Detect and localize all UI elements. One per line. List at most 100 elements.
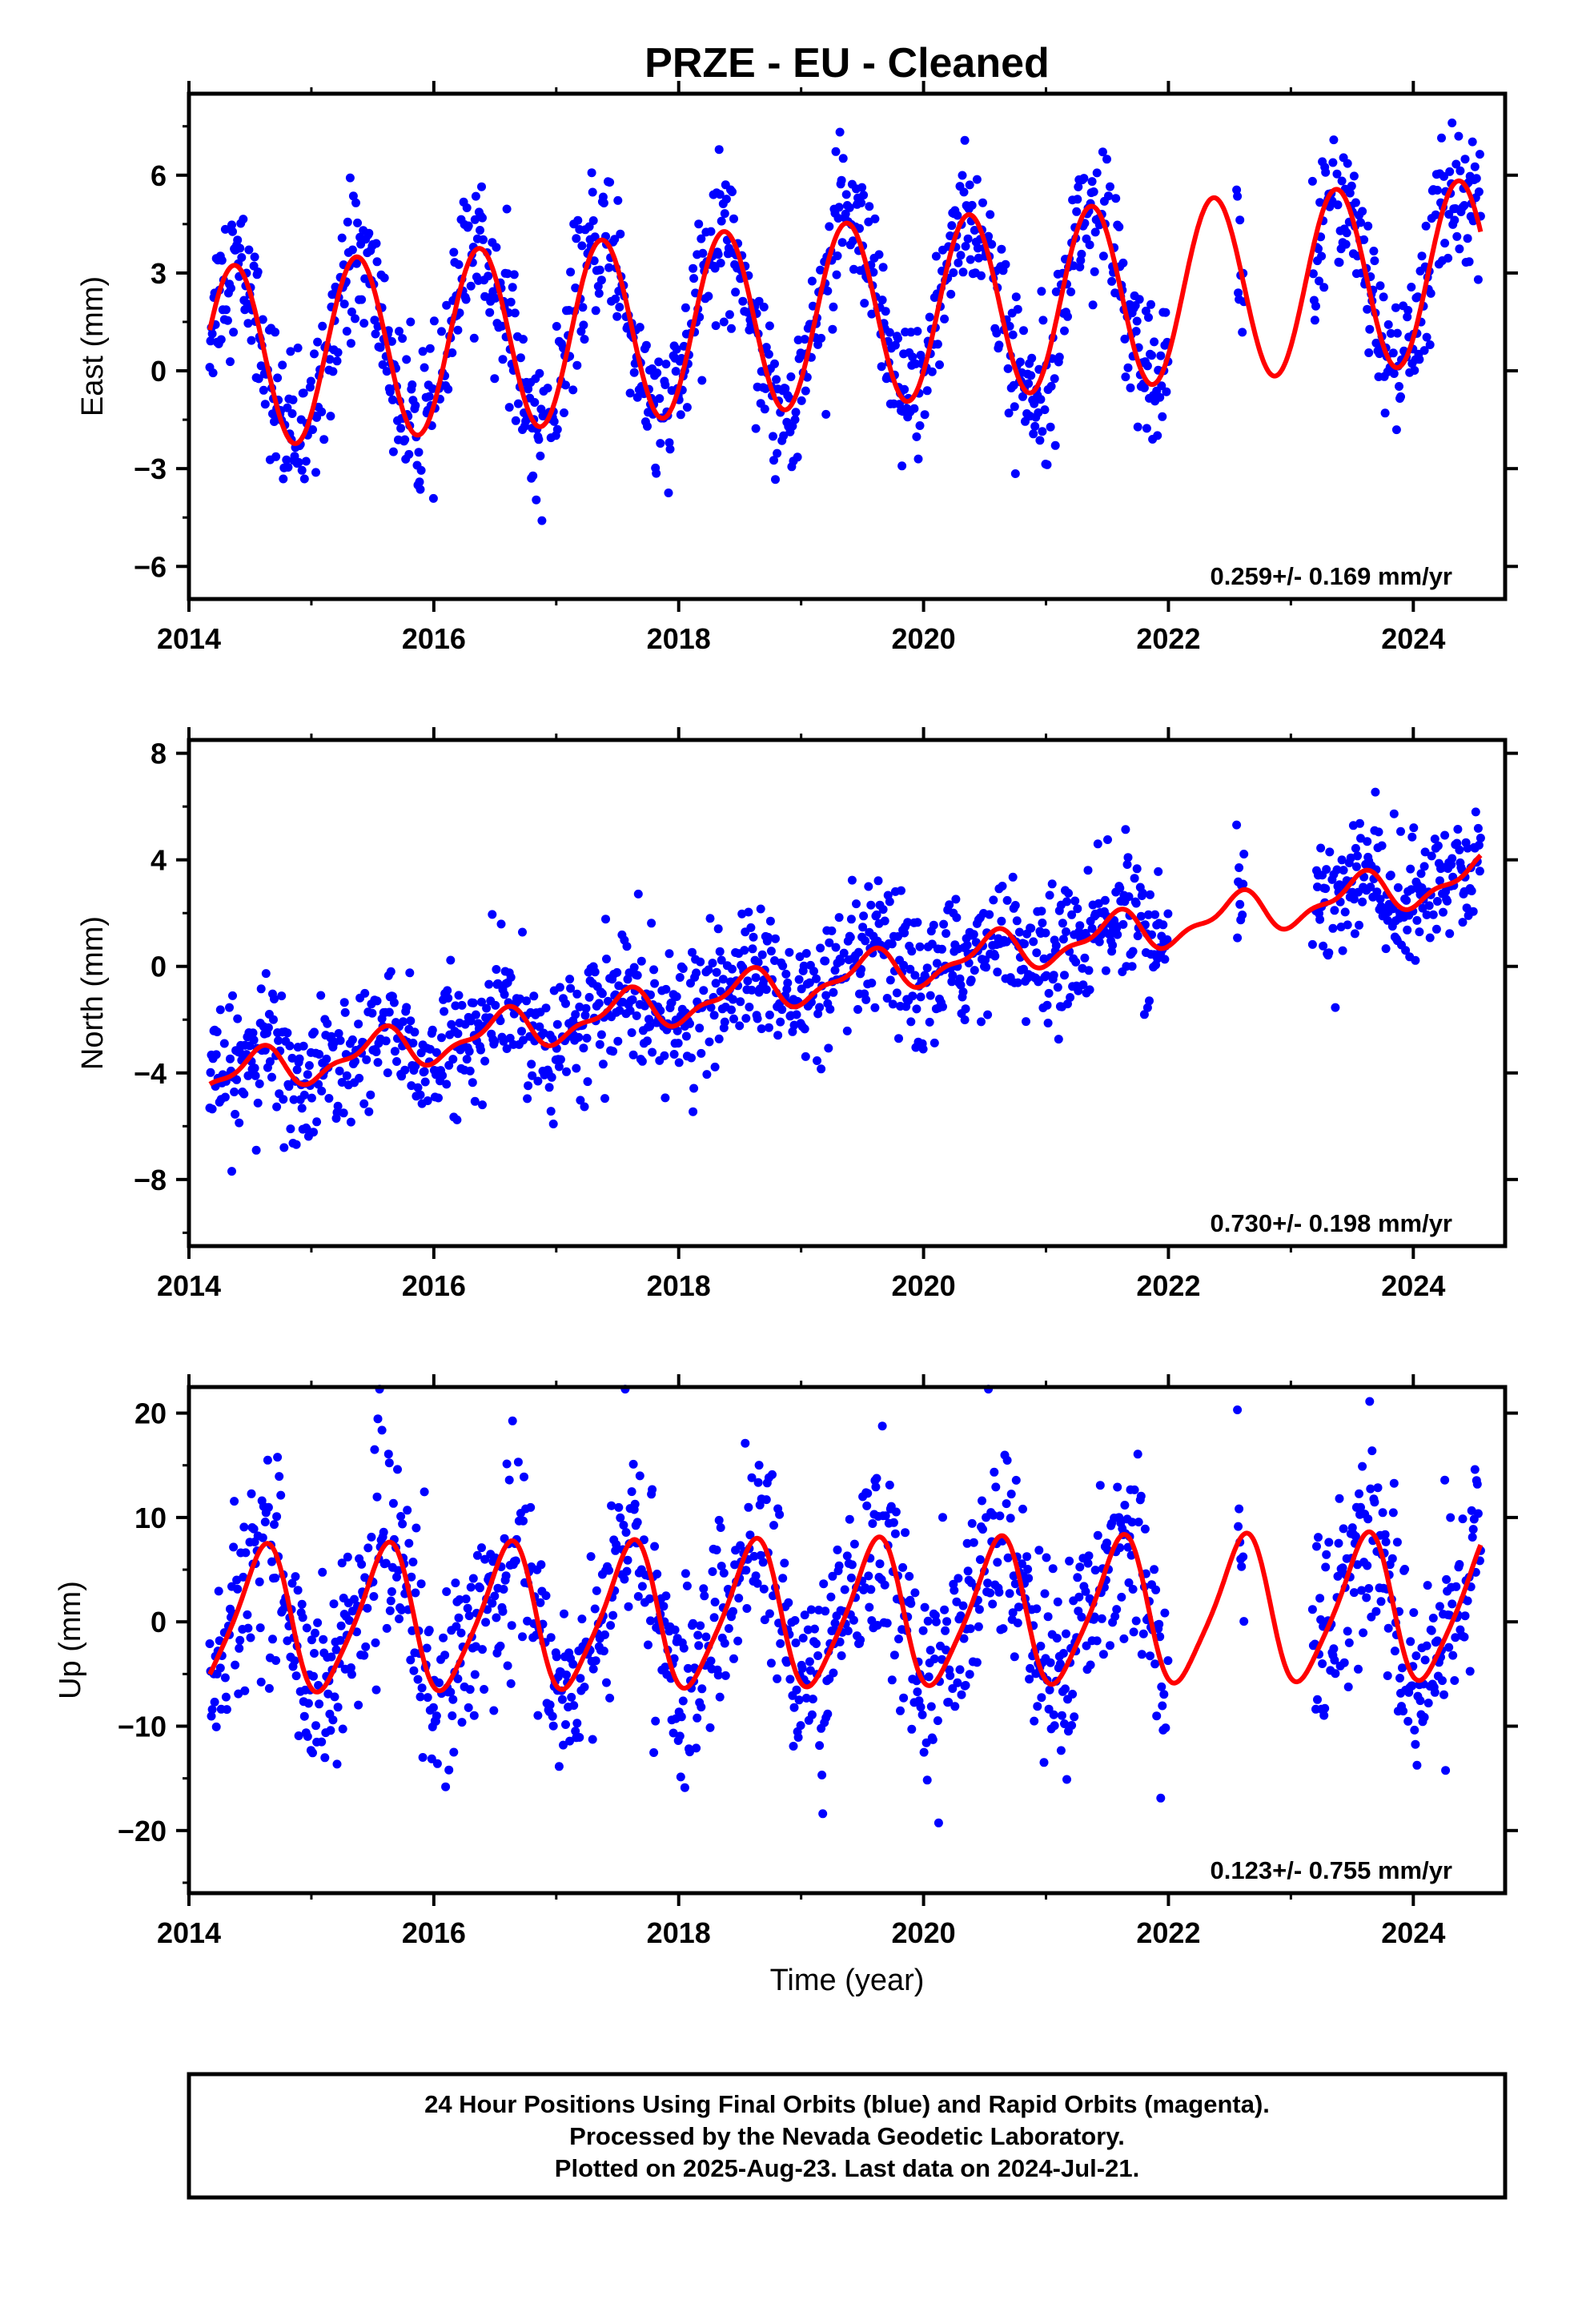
up-data-point: [591, 1656, 600, 1666]
north-data-point: [1337, 855, 1347, 865]
north-data-point: [1158, 920, 1168, 930]
east-data-point: [632, 392, 642, 402]
up-data-point: [923, 1616, 933, 1626]
east-data-point: [229, 328, 239, 337]
east-data-point: [1131, 327, 1141, 336]
east-data-point: [1157, 381, 1166, 391]
east-data-point: [908, 352, 917, 362]
north-data-point: [866, 900, 876, 910]
east-data-point: [260, 400, 270, 409]
north-data-point: [1443, 896, 1452, 906]
up-data-point: [956, 1611, 966, 1621]
east-data-point: [1365, 324, 1375, 334]
east-data-point: [351, 314, 359, 324]
north-data-point: [729, 995, 737, 1004]
east-data-point: [1460, 201, 1469, 210]
east-data-point: [956, 251, 966, 260]
east-data-point: [258, 315, 267, 324]
footer-frame: [187, 2072, 1508, 2200]
up-data-point: [588, 1735, 597, 1744]
north-data-point: [355, 1073, 364, 1083]
east-data-point: [731, 287, 741, 297]
north-data-point: [1113, 930, 1122, 939]
up-data-point: [249, 1524, 259, 1534]
north-data-point: [482, 1003, 492, 1013]
up-data-point: [1239, 1552, 1248, 1562]
east-y-tick-label: 3: [151, 257, 167, 290]
north-data-point: [428, 1025, 437, 1035]
north-data-point: [713, 924, 723, 934]
up-data-point: [930, 1610, 940, 1620]
north-data-point: [993, 967, 1002, 977]
north-data-point: [795, 952, 805, 962]
north-data-point: [951, 895, 961, 904]
up-data-point: [211, 1722, 221, 1731]
north-data-point: [747, 985, 757, 995]
up-data-point: [451, 1578, 460, 1588]
east-data-point: [1019, 326, 1028, 336]
east-data-point: [243, 319, 253, 328]
east-data-point: [770, 359, 779, 368]
north-data-point: [316, 991, 326, 1000]
up-data-point: [706, 1656, 716, 1666]
east-data-point: [764, 349, 773, 359]
up-data-point: [872, 1474, 881, 1483]
up-data-point: [233, 1584, 243, 1594]
up-data-point: [1409, 1608, 1419, 1618]
up-data-point: [833, 1545, 842, 1554]
east-data-point: [1432, 186, 1442, 195]
up-data-point: [1030, 1716, 1039, 1726]
up-data-point: [413, 1675, 423, 1684]
up-data-point: [255, 1577, 264, 1586]
east-data-point: [1391, 303, 1400, 312]
up-data-point: [958, 1601, 968, 1610]
up-y-tick-label: 20: [135, 1397, 167, 1430]
up-data-point: [697, 1703, 706, 1712]
up-data-point: [387, 1587, 396, 1596]
east-data-point: [588, 187, 597, 197]
east-data-point: [313, 337, 323, 347]
north-data-point: [476, 1045, 485, 1055]
up-data-point: [408, 1558, 418, 1566]
north-data-point: [977, 1017, 986, 1027]
up-data-point: [1158, 1701, 1167, 1711]
north-data-point: [906, 1017, 916, 1027]
north-data-point: [615, 1006, 624, 1015]
east-data-point: [1310, 316, 1319, 325]
north-x-tick-label: 2020: [892, 1269, 956, 1302]
up-data-point: [619, 1521, 628, 1530]
up-data-point: [708, 1567, 717, 1576]
north-data-point: [207, 1104, 217, 1114]
east-data-point: [387, 336, 396, 346]
east-y-ticks: 630−3−6: [134, 125, 1518, 583]
up-data-point: [651, 1716, 661, 1726]
up-x-tick-label: 2020: [892, 1916, 956, 1949]
up-data-point: [255, 1623, 265, 1633]
north-data-point: [1353, 851, 1362, 861]
east-data-point: [235, 243, 245, 253]
up-data-point: [760, 1615, 769, 1625]
east-data-point: [1468, 137, 1477, 147]
north-data-point: [1115, 883, 1125, 893]
up-data-point: [1134, 1518, 1143, 1527]
up-data-point: [696, 1621, 705, 1630]
east-data-point: [497, 321, 507, 331]
up-data-point: [837, 1651, 846, 1660]
up-data-point: [765, 1609, 774, 1618]
east-data-point: [676, 410, 685, 420]
north-data-point: [1038, 919, 1047, 927]
up-data-point: [606, 1621, 616, 1630]
east-data-point: [477, 182, 486, 191]
east-data-point: [1341, 239, 1351, 249]
up-data-point: [633, 1592, 643, 1601]
north-data-point: [413, 1083, 423, 1092]
east-data-point: [513, 399, 523, 408]
up-data-point: [1334, 1538, 1343, 1548]
up-data-point: [1017, 1559, 1026, 1569]
east-data-point: [833, 251, 842, 260]
up-data-point: [1140, 1524, 1150, 1534]
up-data-point: [926, 1646, 935, 1655]
east-data-point: [271, 328, 280, 337]
east-data-point: [510, 308, 520, 318]
north-data-point: [1010, 901, 1020, 910]
